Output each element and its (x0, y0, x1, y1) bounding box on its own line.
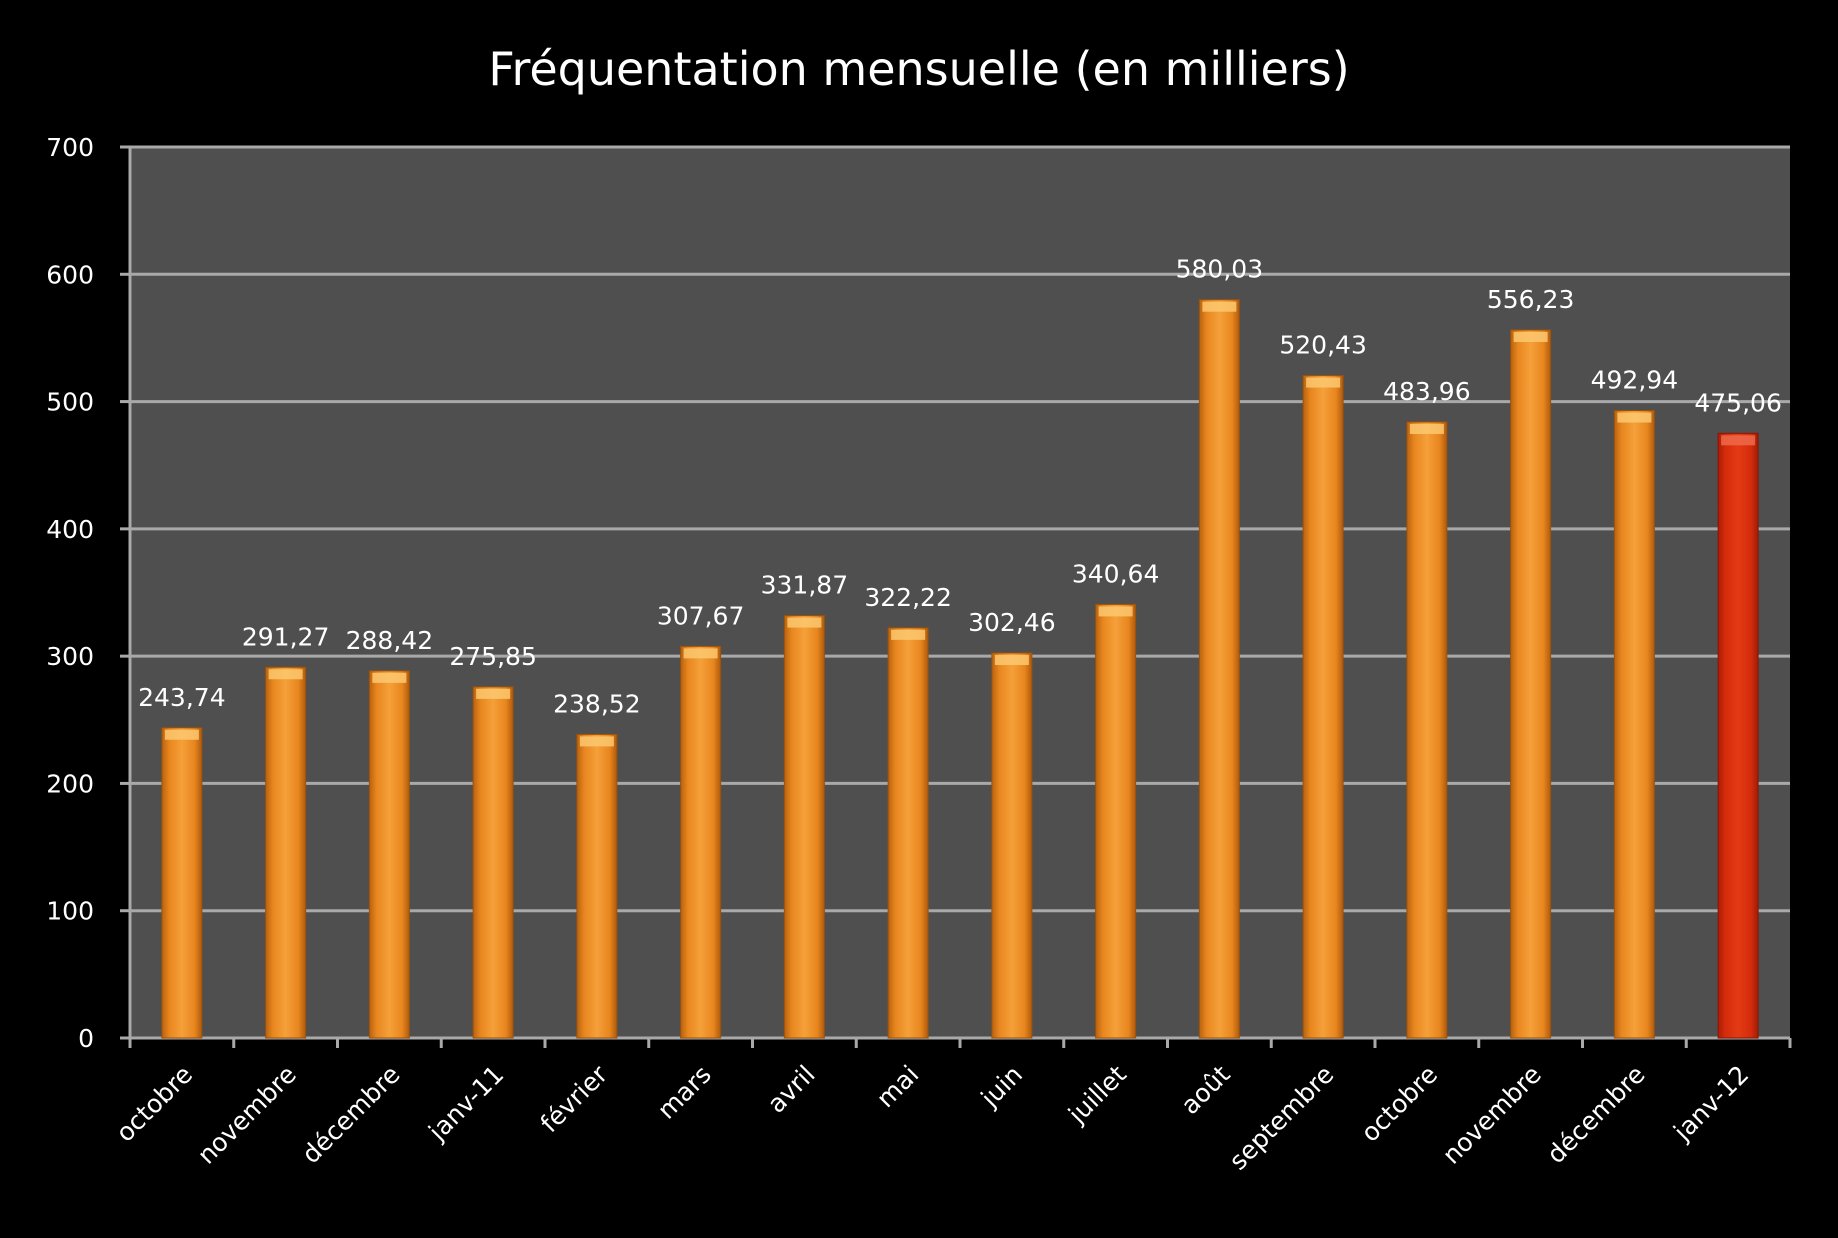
bar (887, 627, 929, 1039)
bar (161, 727, 203, 1039)
bar-cap (683, 648, 718, 659)
bar (1613, 410, 1655, 1039)
data-label: 580,03 (1176, 255, 1263, 284)
y-tick-label: 600 (46, 260, 94, 289)
chart-title: Fréquentation mensuelle (en milliers) (488, 42, 1350, 96)
y-tick-label: 300 (46, 642, 94, 671)
bar-cap (1409, 423, 1444, 434)
bar (472, 686, 514, 1039)
bar-cap (1513, 331, 1548, 342)
y-tick-label: 200 (46, 769, 94, 798)
bar (680, 645, 722, 1039)
x-tick-label: novembre (1437, 1060, 1547, 1170)
bar-cap (891, 629, 926, 640)
x-tick-label: août (1175, 1060, 1235, 1120)
x-tick-label: juin (975, 1060, 1028, 1113)
bar (783, 615, 825, 1039)
bar (1510, 329, 1552, 1039)
bar-cap (787, 617, 822, 628)
bar-cap (1098, 606, 1133, 617)
bars (161, 299, 1759, 1039)
y-tick-label: 700 (46, 133, 94, 162)
y-tick-label: 400 (46, 515, 94, 544)
bar (576, 733, 618, 1039)
bar-cap (994, 655, 1029, 666)
data-labels: 243,74 291,27 288,42 275,85 238,52 307,67 331,… (138, 255, 1782, 719)
data-label: 475,06 (1694, 388, 1781, 417)
bar-cap (579, 736, 614, 747)
x-tick-label: septembre (1224, 1060, 1340, 1176)
bar-cap (1721, 435, 1756, 446)
data-label: 243,74 (138, 683, 225, 712)
x-tick-label: octobre (1355, 1060, 1443, 1148)
bar (1302, 375, 1344, 1039)
x-tick-label: mars (652, 1060, 717, 1125)
x-tick-label: janv-12 (1667, 1060, 1754, 1147)
x-tick-label: février (535, 1059, 614, 1138)
data-label: 556,23 (1487, 285, 1574, 314)
data-label: 302,46 (968, 608, 1055, 637)
x-tick-label: mai (871, 1060, 924, 1113)
bar-cap (268, 669, 303, 680)
data-label: 322,22 (864, 583, 951, 612)
bar-cap (372, 672, 407, 683)
bar (265, 666, 307, 1039)
x-tick-label: janv-11 (422, 1060, 509, 1147)
data-label: 291,27 (242, 622, 329, 651)
x-tick-label: décembre (296, 1060, 405, 1169)
x-tick-label: juillet (1062, 1060, 1132, 1130)
bar (368, 670, 410, 1039)
y-tick-label: 500 (46, 388, 94, 417)
y-tick-label: 0 (78, 1024, 94, 1053)
bar-cap (1617, 412, 1652, 423)
data-label: 483,96 (1383, 377, 1470, 406)
data-label: 288,42 (346, 626, 433, 655)
bar (1198, 299, 1240, 1039)
bar (1717, 432, 1759, 1039)
y-tick-label: 100 (46, 897, 94, 926)
bar-cap (164, 729, 199, 740)
x-tick-label: avril (762, 1060, 821, 1119)
x-tick-label: décembre (1541, 1060, 1650, 1169)
bar-cap (476, 688, 511, 699)
data-label: 238,52 (553, 689, 640, 718)
data-label: 520,43 (1279, 331, 1366, 360)
data-label: 492,94 (1591, 366, 1678, 395)
bar-cap (1202, 301, 1237, 312)
data-label: 331,87 (761, 571, 848, 600)
data-label: 275,85 (449, 642, 536, 671)
x-tick-label: octobre (110, 1060, 198, 1148)
data-label: 340,64 (1072, 559, 1159, 588)
data-label: 307,67 (657, 601, 744, 630)
bar (1095, 603, 1137, 1039)
x-tick-label: novembre (192, 1060, 302, 1170)
bar (1406, 421, 1448, 1039)
bar (991, 652, 1033, 1039)
bar-cap (1306, 377, 1341, 388)
